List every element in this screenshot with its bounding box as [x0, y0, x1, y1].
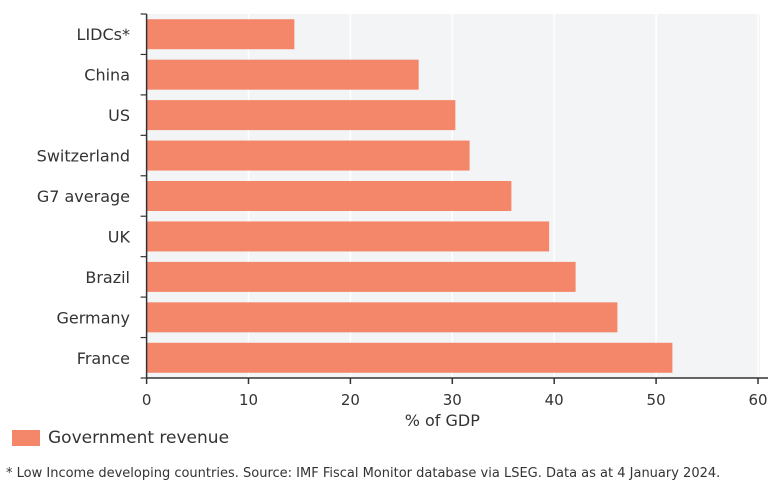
footnote: * Low Income developing countries. Sourc… [6, 466, 721, 481]
bar [146, 19, 295, 50]
x-tick-label: 50 [647, 391, 666, 409]
legend-swatch [12, 430, 40, 446]
x-tick-label: 0 [142, 391, 152, 409]
bar [146, 140, 470, 171]
legend-label: Government revenue [48, 428, 230, 448]
bar [146, 181, 512, 211]
legend: Government revenue [12, 428, 229, 448]
x-tick-label: 60 [748, 391, 767, 409]
y-tick-label: US [108, 106, 130, 125]
bar [146, 261, 576, 292]
y-tick-label: Germany [56, 308, 130, 327]
x-tick-label: 20 [341, 391, 360, 409]
x-tick-label: 30 [443, 391, 462, 409]
bar [146, 221, 550, 252]
bar [146, 302, 618, 333]
x-tick-label: 40 [545, 391, 564, 409]
bar-chart: 0 10 20 30 40 50 60 LIDCs* China US Switzerland G7 … [37, 13, 768, 430]
y-tick-label: LIDCs* [77, 25, 130, 44]
bar [146, 342, 673, 373]
y-tick-label: Switzerland [37, 147, 130, 166]
bar [146, 100, 456, 131]
y-tick-label: UK [108, 227, 131, 246]
x-tick-label: 10 [239, 391, 258, 409]
x-axis-label: % of GDP [405, 411, 481, 430]
y-tick-label: G7 average [37, 187, 130, 206]
bar [146, 59, 419, 90]
y-tick-label: Brazil [85, 268, 130, 287]
y-tick-label: China [84, 66, 130, 85]
y-tick-label: France [77, 349, 130, 368]
